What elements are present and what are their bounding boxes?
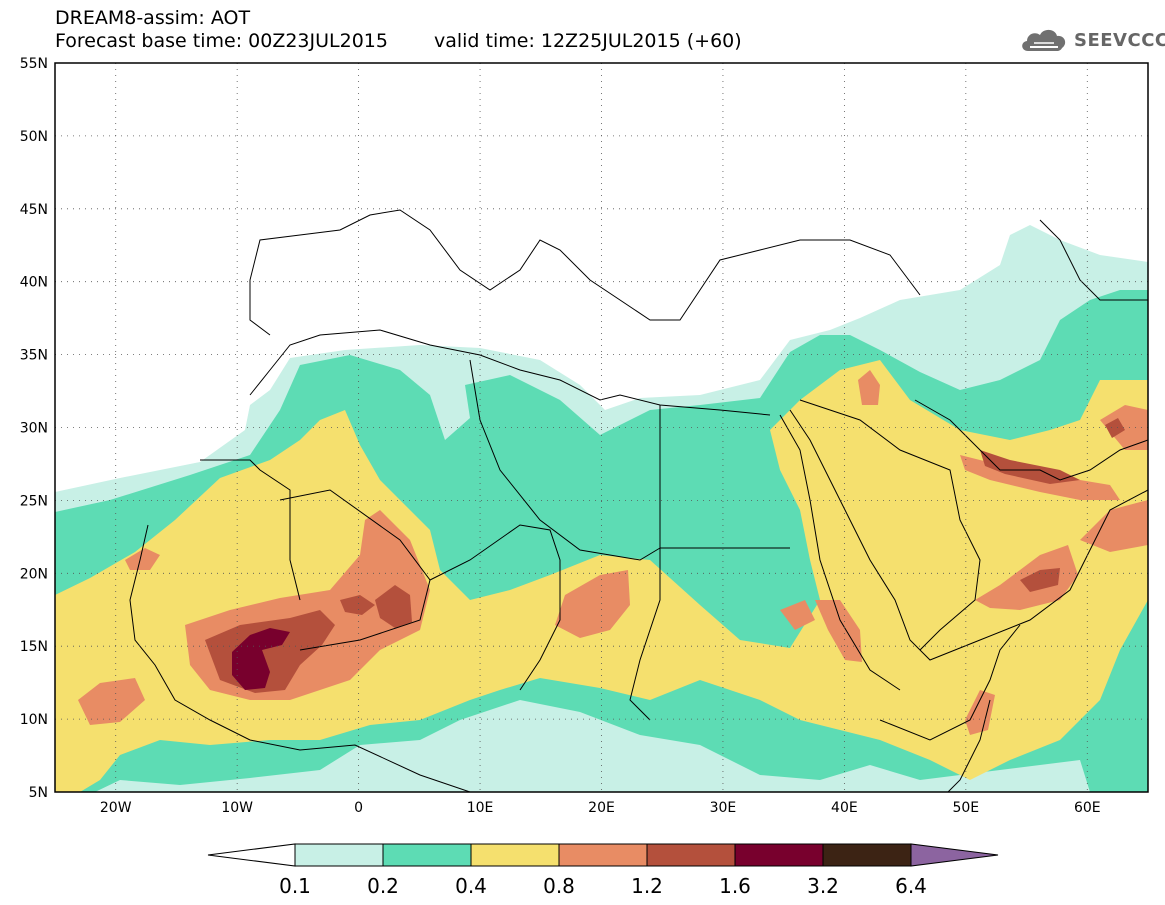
border-algeria-libya <box>469 359 661 561</box>
lat-tick-label: 55N <box>20 56 48 72</box>
colorbar-swatch <box>382 843 472 867</box>
seevccc-logo: SEEVCCC <box>1018 22 1165 58</box>
lat-tick-label: 40N <box>20 275 48 291</box>
lat-tick-label: 20N <box>20 566 48 582</box>
logo-text: SEEVCCC <box>1074 29 1165 51</box>
coastline-africa <box>129 524 471 792</box>
lat-tick-label: 35N <box>20 348 48 364</box>
lat-tick-label: 30N <box>20 421 48 437</box>
colorbar-label: 0.4 <box>455 874 487 898</box>
lat-lon-grid <box>55 63 1148 792</box>
lat-tick-label: 15N <box>20 639 48 655</box>
latitude-labels: 55N 50N 45N 40N 35N 30N 25N 20N 15N 10N 5N <box>20 56 48 801</box>
lat-tick-label: 25N <box>20 493 48 509</box>
colorbar-swatch <box>646 843 736 867</box>
lon-tick-label: 20W <box>100 800 132 816</box>
coastline-europe <box>249 209 921 336</box>
colorbar-label: 6.4 <box>895 874 927 898</box>
title-line-1: DREAM8-assim: AOT <box>55 7 251 29</box>
colorbar-label: 0.1 <box>279 874 311 898</box>
forecast-base-time: Forecast base time: 00Z23JUL2015 <box>55 30 388 52</box>
colorbar-label: 3.2 <box>807 874 839 898</box>
colorbar-label: 0.2 <box>367 874 399 898</box>
aot-band-1.6-3.2 <box>232 628 290 690</box>
colorbar-label: 1.6 <box>719 874 751 898</box>
colorbar-swatch <box>294 843 384 867</box>
longitude-labels: 20W 10W 0 10E 20E 30E 40E 50E 60E <box>100 800 1101 816</box>
lon-tick-label: 20E <box>588 800 615 816</box>
lat-tick-label: 10N <box>20 712 48 728</box>
lat-tick-label: 45N <box>20 202 48 218</box>
lon-tick-label: 10E <box>467 800 494 816</box>
colorbar-swatch <box>470 843 560 867</box>
colorbar-swatch <box>558 843 648 867</box>
coastline-red-sea <box>779 414 901 691</box>
coastline-north-africa <box>249 329 771 416</box>
coastline-gulf <box>914 399 1148 481</box>
colorbar: 0.1 0.2 0.4 0.8 1.2 1.6 3.2 6.4 <box>207 843 999 898</box>
colorbar-max-arrow <box>910 843 999 867</box>
lon-tick-label: 0 <box>354 800 363 816</box>
colorbar-swatch <box>734 843 824 867</box>
border-mauritania <box>200 459 301 601</box>
lon-tick-label: 10W <box>221 800 253 816</box>
border-iran <box>1039 219 1148 301</box>
lon-tick-label: 40E <box>831 800 858 816</box>
map-borders <box>129 209 1148 792</box>
map-frame <box>54 62 1149 793</box>
lat-tick-label: 50N <box>20 129 48 145</box>
aot-fields <box>55 225 1148 792</box>
border-sudan <box>629 548 661 721</box>
border-niger-chad <box>429 524 561 691</box>
colorbar-min-arrow <box>207 843 296 867</box>
lat-tick-label: 5N <box>29 785 48 801</box>
colorbar-label: 0.8 <box>543 874 575 898</box>
colorbar-label: 1.2 <box>631 874 663 898</box>
cloud-icon <box>1022 29 1066 51</box>
lon-tick-label: 30E <box>710 800 737 816</box>
valid-time: valid time: 12Z25JUL2015 (+60) <box>433 30 742 52</box>
lon-tick-label: 50E <box>952 800 979 816</box>
coastline-east-africa <box>947 699 991 792</box>
colorbar-swatch <box>822 843 912 867</box>
border-saudi <box>799 399 981 651</box>
title-line-2: Forecast base time: 00Z23JUL2015 valid ti… <box>55 30 742 52</box>
lon-tick-label: 60E <box>1074 800 1101 816</box>
